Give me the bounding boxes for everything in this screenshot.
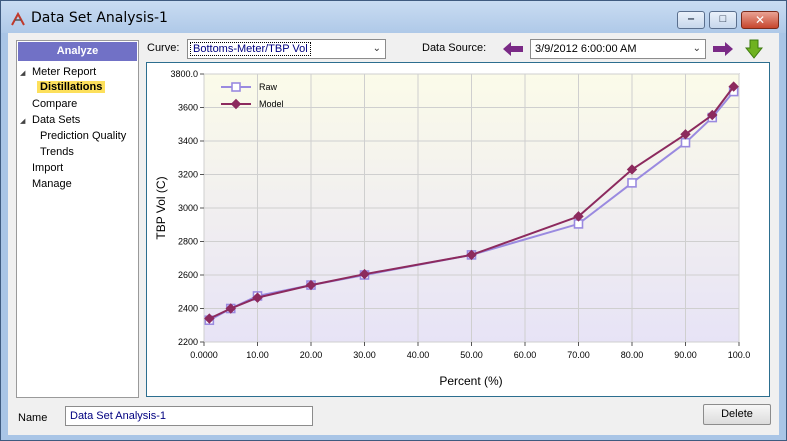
- y-tick-label: 2800: [178, 237, 198, 247]
- nav-item-meter-report[interactable]: Meter Report: [32, 66, 97, 78]
- x-tick-label: 60.00: [514, 350, 537, 360]
- data-source-select-value: 3/9/2012 6:00:00 AM: [535, 43, 637, 55]
- y-tick-label: 2600: [178, 270, 198, 280]
- x-tick-label: 80.00: [621, 350, 644, 360]
- title-bar[interactable]: Data Set Analysis-1 ‒ □ ✕: [1, 1, 786, 33]
- x-tick-label: 90.00: [674, 350, 697, 360]
- close-button[interactable]: ✕: [741, 11, 779, 29]
- right-arrow-icon[interactable]: [712, 41, 734, 57]
- y-tick-label: 3600: [178, 103, 198, 113]
- nav-item-distillations[interactable]: Distillations: [37, 81, 106, 93]
- name-input[interactable]: Data Set Analysis-1: [65, 406, 313, 426]
- y-axis-ticks: 2200 2400 2600 2800 3000 3200 3400 3600 3800.0: [170, 69, 204, 347]
- nav-header-analyze[interactable]: Analyze: [18, 42, 137, 61]
- x-tick-label: 20.00: [300, 350, 323, 360]
- y-tick-label: 3400: [178, 136, 198, 146]
- nav-item-manage[interactable]: Manage: [32, 178, 72, 190]
- nav-item-compare[interactable]: Compare: [32, 98, 78, 110]
- y-tick-label: 3200: [178, 170, 198, 180]
- legend-label-raw: Raw: [259, 82, 278, 92]
- curve-select[interactable]: Bottoms-Meter/TBP Vol ⌄: [187, 39, 386, 59]
- x-axis-label: Percent (%): [439, 374, 502, 388]
- tbp-chart: 0.0000 10.00 20.00 30.00 40.00 50.00 60.00 70.0…: [154, 69, 750, 388]
- y-tick-label: 3000: [178, 203, 198, 213]
- legend-label-model: Model: [259, 99, 284, 109]
- x-tick-label: 50.00: [460, 350, 483, 360]
- nav-panel: Analyze ◢ Meter Report Distillations Com…: [16, 40, 139, 398]
- app-icon: [11, 11, 25, 26]
- left-arrow-icon[interactable]: [502, 41, 524, 57]
- data-point-model: [626, 164, 638, 175]
- chart-series: [204, 81, 739, 326]
- data-point-model: [680, 129, 691, 140]
- x-tick-label: 30.00: [353, 350, 376, 360]
- x-tick-label: 100.0: [728, 350, 751, 360]
- chart-legend: Raw Model: [221, 82, 284, 110]
- data-point-model: [359, 268, 370, 280]
- down-arrow-icon[interactable]: [745, 39, 763, 59]
- minimize-icon: ‒: [687, 13, 695, 25]
- series-model: [204, 81, 739, 324]
- data-point-model: [707, 109, 718, 121]
- x-tick-label: 0.0000: [190, 350, 218, 360]
- data-point-model: [225, 303, 236, 314]
- curve-label: Curve:: [147, 42, 180, 54]
- data-point-model: [252, 292, 263, 303]
- collapse-icon[interactable]: ◢: [20, 70, 26, 77]
- chevron-down-icon: ⌄: [372, 43, 381, 54]
- nav-item-data-sets[interactable]: Data Sets: [32, 114, 81, 126]
- window-title: Data Set Analysis-1: [31, 10, 168, 26]
- chart-panel: 0.0000 10.00 20.00 30.00 40.00 50.00 60.00 70.0…: [146, 62, 770, 397]
- data-point-raw: [680, 137, 691, 148]
- maximize-button[interactable]: □: [709, 11, 737, 29]
- data-source-label: Data Source:: [422, 42, 487, 54]
- y-axis-label: TBP Vol (C): [154, 176, 168, 239]
- data-point-model: [204, 313, 215, 324]
- nav-item-import[interactable]: Import: [32, 162, 64, 174]
- data-point-raw: [627, 178, 637, 188]
- nav-item-prediction-quality[interactable]: Prediction Quality: [40, 130, 127, 142]
- legend-marker-model: [230, 98, 242, 110]
- chart-grid: [203, 73, 740, 343]
- name-label: Name: [18, 412, 48, 424]
- data-point-model: [728, 81, 739, 92]
- data-source-select[interactable]: 3/9/2012 6:00:00 AM ⌄: [530, 39, 706, 59]
- x-axis-ticks: 0.0000 10.00 20.00 30.00 40.00 50.00 60.00 70.0…: [190, 342, 750, 360]
- data-point-model: [573, 211, 584, 222]
- legend-marker-raw: [231, 82, 241, 92]
- chevron-down-icon: ⌄: [692, 43, 701, 54]
- close-icon: ✕: [754, 13, 766, 27]
- collapse-icon[interactable]: ◢: [20, 118, 26, 125]
- data-point-model: [466, 249, 477, 261]
- y-tick-label: 2200: [178, 337, 198, 347]
- x-tick-label: 70.00: [567, 350, 590, 360]
- x-tick-label: 10.00: [246, 350, 269, 360]
- delete-button[interactable]: Delete: [703, 404, 771, 425]
- nav-item-trends[interactable]: Trends: [40, 146, 74, 158]
- x-tick-label: 40.00: [407, 350, 430, 360]
- data-point-model: [305, 279, 317, 291]
- y-tick-label: 3800.0: [170, 69, 198, 79]
- maximize-icon: □: [719, 13, 727, 25]
- minimize-button[interactable]: ‒: [677, 11, 705, 29]
- client-area: Analyze ◢ Meter Report Distillations Com…: [8, 33, 779, 435]
- curve-select-value: Bottoms-Meter/TBP Vol: [190, 42, 311, 56]
- y-tick-label: 2400: [178, 304, 198, 314]
